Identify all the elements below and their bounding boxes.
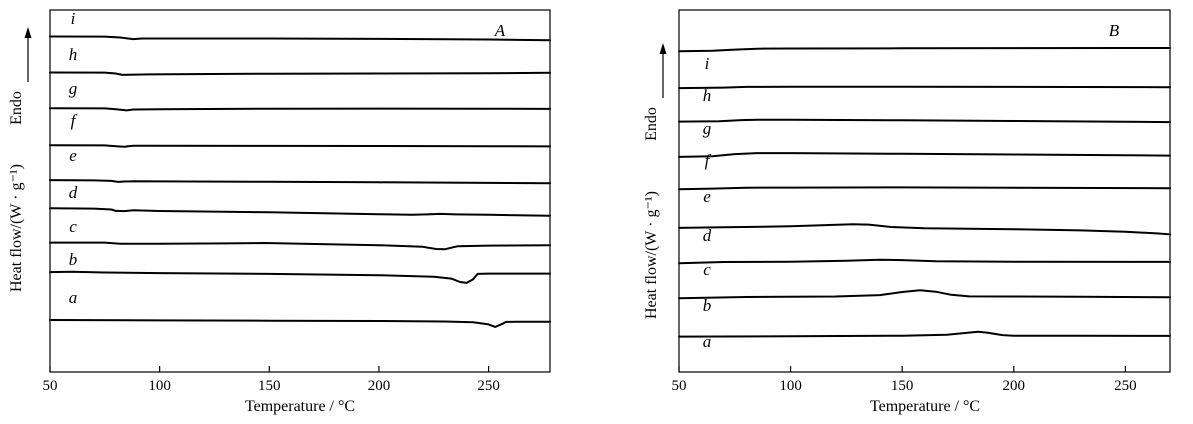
- y-axis-title: Heat flow/(W · g⁻¹): [643, 191, 660, 319]
- series-line-a: [678, 330, 1171, 338]
- x-tick-label: 250: [477, 378, 500, 394]
- series-line-i: [678, 47, 1171, 53]
- y-axis-title: Heat flow/(W · g⁻¹): [8, 164, 25, 292]
- curve-label-i: i: [705, 54, 710, 73]
- endo-arrow-icon: [659, 43, 667, 54]
- curve-label-e: e: [69, 146, 77, 165]
- x-tick-label: 150: [258, 378, 281, 394]
- curve-label-b: b: [69, 250, 78, 269]
- curve-label-g: g: [703, 119, 712, 138]
- series-line-a: [49, 319, 551, 328]
- series-line-h: [49, 71, 551, 76]
- curve-label-a: a: [703, 332, 712, 351]
- x-tick-label: 50: [43, 378, 58, 394]
- curve-label-i: i: [71, 9, 76, 28]
- series-line-g: [49, 107, 551, 112]
- x-tick-label: 200: [368, 378, 391, 394]
- series-line-d: [678, 223, 1171, 236]
- endo-label: Endo: [643, 107, 660, 141]
- series-line-c: [49, 241, 551, 251]
- x-axis-title: Temperature / °C: [870, 398, 980, 415]
- x-tick-label: 50: [672, 378, 687, 394]
- series-line-i: [49, 35, 551, 42]
- x-tick-label: 150: [891, 378, 914, 394]
- plot-frame: [49, 9, 551, 373]
- series-line-b: [49, 270, 551, 284]
- curve-label-d: d: [69, 183, 78, 202]
- endo-label: Endo: [8, 91, 25, 125]
- panel-letter: A: [494, 21, 506, 40]
- chart-panel-b: B Heat flow/(W · g⁻¹) Endo Temperature /…: [643, 9, 1171, 415]
- series-line-f: [678, 152, 1171, 158]
- curve-label-f: f: [71, 111, 78, 130]
- x-tick-label: 100: [148, 378, 171, 394]
- curve-label-h: h: [69, 45, 78, 64]
- curve-label-e: e: [703, 187, 711, 206]
- chart-panel-a: A Heat flow/(W · g⁻¹) Endo Temperature /…: [8, 9, 551, 415]
- series-line-e: [678, 186, 1171, 191]
- x-tick-label: 200: [1003, 378, 1026, 394]
- x-tick-label: 100: [779, 378, 802, 394]
- curve-label-b: b: [703, 296, 712, 315]
- curve-label-f: f: [705, 151, 712, 170]
- series-line-b: [678, 289, 1171, 300]
- series-line-e: [49, 179, 551, 185]
- panel-letter: B: [1109, 21, 1120, 40]
- series-line-c: [678, 258, 1171, 265]
- curve-label-c: c: [703, 260, 711, 279]
- curve-label-g: g: [69, 79, 78, 98]
- curve-label-d: d: [703, 226, 712, 245]
- series-line-f: [49, 144, 551, 148]
- curve-label-a: a: [69, 288, 78, 307]
- curve-label-c: c: [69, 217, 77, 236]
- x-axis-title: Temperature / °C: [245, 398, 355, 415]
- series-line-g: [678, 118, 1171, 124]
- x-tick-label: 250: [1114, 378, 1137, 394]
- series-line-h: [678, 85, 1171, 90]
- endo-arrow-icon: [24, 27, 32, 38]
- series-line-d: [49, 207, 551, 217]
- plot-frame: [678, 9, 1171, 373]
- curve-label-h: h: [703, 86, 712, 105]
